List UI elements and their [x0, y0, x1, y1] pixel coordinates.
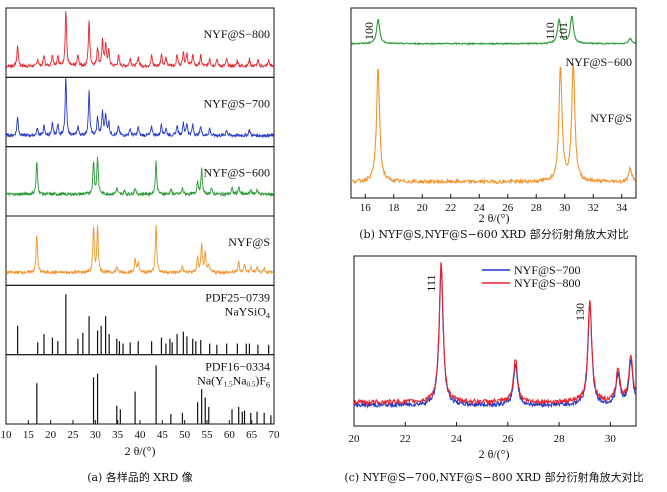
peak-annotation-c: 111 — [424, 274, 438, 291]
legend-label-c: NYF@S−700 — [514, 263, 581, 277]
caption-b: (b) NYF@S,NYF@S−600 XRD 部分衍射角放大对比 — [359, 227, 628, 241]
x-tick-label-b: 20 — [417, 202, 429, 214]
x-tick-label-a: 25 — [68, 429, 80, 441]
series-label-b-1: NYF@S — [590, 111, 632, 125]
series-line-c-1 — [353, 262, 637, 406]
x-tick-label-a: 45 — [157, 429, 169, 441]
x-tick-label-a: 65 — [246, 429, 258, 441]
x-tick-label-b: 24 — [474, 202, 486, 214]
x-tick-label-b: 18 — [388, 202, 400, 214]
x-axis-title-c: 2 θ/(°) — [479, 447, 510, 461]
panel-a-formula-5: Na(Y1.5Na0.5)F6 — [197, 374, 270, 390]
panel-b-frame — [350, 7, 637, 199]
x-tick-label-a: 20 — [45, 429, 57, 441]
x-tick-label-a: 35 — [112, 429, 124, 441]
x-tick-label-a: 10 — [1, 429, 13, 441]
panel-a-label-2: NYF@S−600 — [204, 166, 271, 180]
series-line-a-3 — [5, 224, 275, 276]
panel-a-label-4: PDF25−0739 — [205, 290, 270, 304]
x-tick-label-a: 60 — [224, 429, 236, 441]
x-tick-label-b: 16 — [360, 202, 372, 214]
x-tick-label-c: 26 — [502, 433, 514, 445]
series-line-c-0 — [353, 267, 637, 409]
peak-annotation-b: 110 — [543, 22, 557, 40]
series-line-a-2 — [5, 156, 275, 198]
series-line-b-0 — [350, 15, 637, 46]
panel-a-box-2 — [5, 146, 275, 217]
peak-annotation-c: 130 — [573, 303, 587, 321]
panel-a-label-0: NYF@S−800 — [204, 27, 271, 41]
series-line-a-0 — [5, 11, 275, 69]
caption-a: (a) 各样品的 XRD 像 — [87, 470, 193, 484]
x-tick-label-b: 28 — [531, 202, 543, 214]
x-tick-label-a: 50 — [179, 429, 191, 441]
x-axis-title-a: 2 θ/(°) — [125, 444, 156, 458]
x-tick-label-c: 24 — [451, 433, 463, 445]
panel-a-label-3: NYF@S — [228, 235, 270, 249]
x-tick-label-b: 34 — [616, 202, 628, 214]
x-tick-label-b: 26 — [502, 202, 514, 214]
legend-label-c: NYF@S−800 — [514, 276, 581, 290]
panel-c-frame — [353, 255, 637, 427]
x-tick-label-c: 20 — [349, 433, 361, 445]
x-tick-label-a: 55 — [202, 429, 214, 441]
panel-a-box-3 — [5, 215, 275, 286]
x-tick-label-a: 15 — [23, 429, 35, 441]
x-tick-label-a: 30 — [90, 429, 102, 441]
x-tick-label-a: 40 — [135, 429, 147, 441]
panel-a-label-1: NYF@S−700 — [204, 96, 271, 110]
x-tick-label-b: 30 — [559, 202, 571, 214]
x-axis-title-b: 2 θ/(°) — [479, 211, 510, 225]
panel-a-formula-4: NaYSiO4 — [225, 304, 270, 320]
x-tick-label-c: 22 — [400, 433, 411, 445]
x-tick-label-b: 22 — [445, 202, 456, 214]
series-line-b-1 — [350, 63, 637, 185]
peak-annotation-b: 100 — [362, 22, 376, 40]
series-line-a-1 — [5, 77, 275, 139]
panel-a-label-5: PDF16−0334 — [205, 360, 270, 374]
series-label-b-0: NYF@S−600 — [566, 55, 633, 69]
x-tick-label-c: 30 — [605, 433, 617, 445]
caption-c: (c) NYF@S−700,NYF@S−800 XRD 部分衍射角放大对比 — [344, 470, 643, 484]
x-tick-label-c: 28 — [554, 433, 566, 445]
peak-annotation-b: 101 — [556, 22, 570, 40]
panel-a: NYF@S−800 NYF@S−700 NYF@S−600 NYF@S PDF25−07… — [1, 7, 281, 484]
x-tick-label-a: 70 — [269, 429, 281, 441]
x-tick-label-b: 32 — [588, 202, 599, 214]
